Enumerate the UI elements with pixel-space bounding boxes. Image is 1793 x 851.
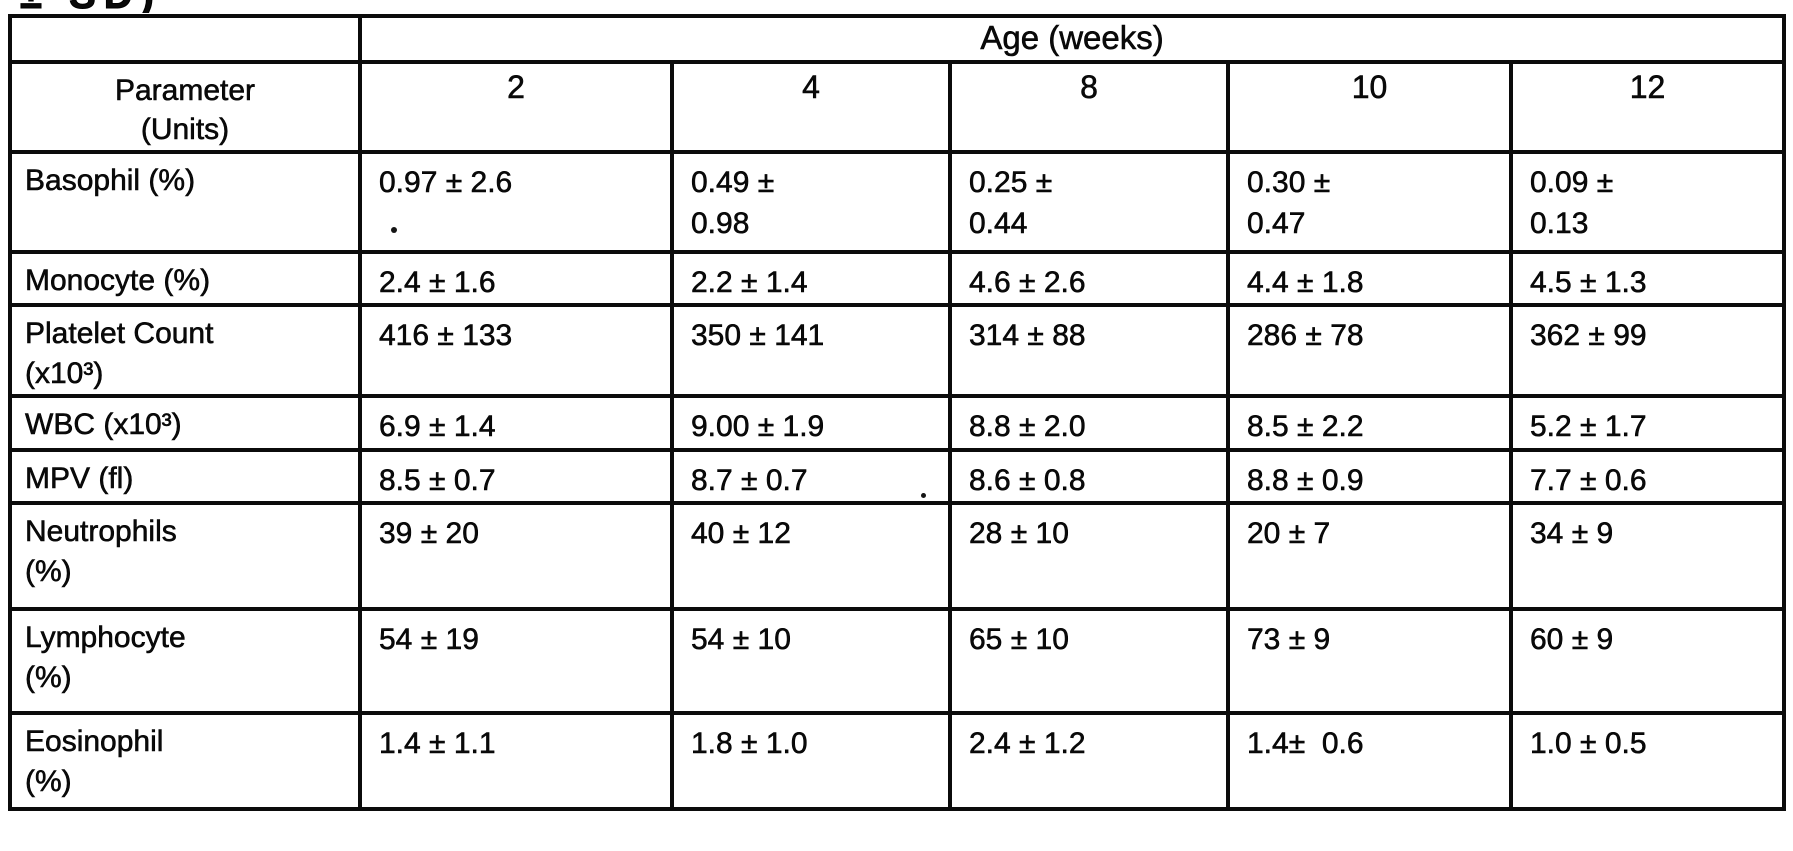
cell-monocyte-wk12: 4.5 ± 1.3: [1508, 249, 1787, 308]
row-label-wbc: WBC (x10³): [8, 393, 362, 452]
cell-basophil-wk10: 0.30 ± 0.47: [1226, 150, 1513, 254]
scan-artifact-dot: [391, 227, 397, 233]
cell-platelet-wk4: 350 ± 141: [670, 303, 952, 398]
cell-wbc-wk2: 6.9 ± 1.4: [358, 393, 674, 452]
cell-platelet-wk12: 362 ± 99: [1508, 303, 1787, 398]
cell-basophil-wk2: 0.97 ± 2.6: [358, 150, 674, 254]
cell-lymphocyte-wk10: 73 ± 9: [1226, 606, 1513, 715]
cell-mpv-wk4: 8.7 ± 0.7: [670, 447, 952, 505]
cell-basophil-wk4: 0.49 ± 0.98: [670, 150, 952, 254]
cell-neutrophils-wk10: 20 ± 7: [1226, 500, 1513, 611]
cell-mpv-wk12: 7.7 ± 0.6: [1508, 447, 1787, 505]
cell-platelet-wk8: 314 ± 88: [948, 303, 1230, 398]
row-label-mpv: MPV (fl): [8, 447, 362, 505]
table-row-neutrophils: Neutrophils (%) 39 ± 20 40 ± 12 28 ± 10 …: [8, 500, 1787, 611]
cell-eosinophil-wk4: 1.8 ± 1.0: [670, 710, 952, 811]
column-header-week-4: 4: [670, 60, 952, 154]
cell-monocyte-wk2: 2.4 ± 1.6: [358, 249, 674, 308]
cell-mpv-wk10: 8.8 ± 0.9: [1226, 447, 1513, 505]
cell-platelet-wk10: 286 ± 78: [1226, 303, 1513, 398]
cell-neutrophils-wk2: 39 ± 20: [358, 500, 674, 611]
cell-eosinophil-wk8: 2.4 ± 1.2: [948, 710, 1230, 811]
table-row-platelet-count: Platelet Count (x10³) 416 ± 133 350 ± 14…: [8, 303, 1787, 398]
row-label-lymphocyte: Lymphocyte (%): [8, 606, 362, 715]
table-row-eosinophil: Eosinophil (%) 1.4 ± 1.1 1.8 ± 1.0 2.4 ±…: [8, 710, 1787, 811]
cell-eosinophil-wk10: 1.4± 0.6: [1226, 710, 1513, 811]
cell-wbc-wk8: 8.8 ± 2.0: [948, 393, 1230, 452]
cell-monocyte-wk4: 2.2 ± 1.4: [670, 249, 952, 308]
cell-eosinophil-wk2: 1.4 ± 1.1: [358, 710, 674, 811]
cell-lymphocyte-wk2: 54 ± 19: [358, 606, 674, 715]
cell-neutrophils-wk4: 40 ± 12: [670, 500, 952, 611]
cell-wbc-wk4: 9.00 ± 1.9: [670, 393, 952, 452]
cell-neutrophils-wk8: 28 ± 10: [948, 500, 1230, 611]
column-header-week-8: 8: [948, 60, 1230, 154]
cell-monocyte-wk10: 4.4 ± 1.8: [1226, 249, 1513, 308]
table-row-basophil: Basophil (%) 0.97 ± 2.6 0.49 ± 0.98 0.25…: [8, 150, 1787, 254]
cell-mpv-wk2: 8.5 ± 0.7: [358, 447, 674, 505]
cell-wbc-wk12: 5.2 ± 1.7: [1508, 393, 1787, 452]
cell-mpv-wk8: 8.6 ± 0.8: [948, 447, 1230, 505]
table-row-age-header: Age (weeks): [8, 14, 1787, 64]
row-label-basophil: Basophil (%): [8, 150, 362, 254]
cell-lymphocyte-wk8: 65 ± 10: [948, 606, 1230, 715]
table-row-wbc: WBC (x10³) 6.9 ± 1.4 9.00 ± 1.9 8.8 ± 2.…: [8, 393, 1787, 452]
column-header-week-10: 10: [1226, 60, 1513, 154]
cell-platelet-wk2: 416 ± 133: [358, 303, 674, 398]
cell-eosinophil-wk12: 1.0 ± 0.5: [1508, 710, 1787, 811]
cutoff-caption-text: ± SD): [20, 0, 280, 13]
cell-monocyte-wk8: 4.6 ± 2.6: [948, 249, 1230, 308]
row-label-monocyte: Monocyte (%): [8, 249, 362, 308]
cell-lymphocyte-wk12: 60 ± 9: [1508, 606, 1787, 715]
table-row-lymphocyte: Lymphocyte (%) 54 ± 19 54 ± 10 65 ± 10 7…: [8, 606, 1787, 715]
cell-neutrophils-wk12: 34 ± 9: [1508, 500, 1787, 611]
corner-cell-empty: [8, 14, 362, 64]
age-weeks-header: Age (weeks): [357, 14, 1787, 64]
table-row-monocyte: Monocyte (%) 2.4 ± 1.6 2.2 ± 1.4 4.6 ± 2…: [8, 249, 1787, 308]
cell-wbc-wk10: 8.5 ± 2.2: [1226, 393, 1513, 452]
hematology-parameters-table: Age (weeks) Parameter (Units) 2 4 8 10 1…: [8, 14, 1787, 811]
cell-lymphocyte-wk4: 54 ± 10: [670, 606, 952, 715]
table-row-column-headers: Parameter (Units) 2 4 8 10 12: [8, 60, 1787, 154]
row-label-eosinophil: Eosinophil (%): [8, 710, 362, 811]
parameter-units-header: Parameter (Units): [8, 60, 362, 154]
row-label-platelet-count: Platelet Count (x10³): [8, 303, 362, 398]
cell-basophil-wk12: 0.09 ± 0.13: [1508, 150, 1787, 254]
table-row-mpv: MPV (fl) 8.5 ± 0.7 8.7 ± 0.7 8.6 ± 0.8 8…: [8, 447, 1787, 505]
column-header-week-12: 12: [1508, 60, 1787, 154]
cell-basophil-wk8: 0.25 ± 0.44: [948, 150, 1230, 254]
scan-artifact-dot: [921, 493, 926, 498]
column-header-week-2: 2: [358, 60, 674, 154]
cutoff-caption-fragment: ± SD): [20, 0, 280, 13]
row-label-neutrophils: Neutrophils (%): [8, 500, 362, 611]
